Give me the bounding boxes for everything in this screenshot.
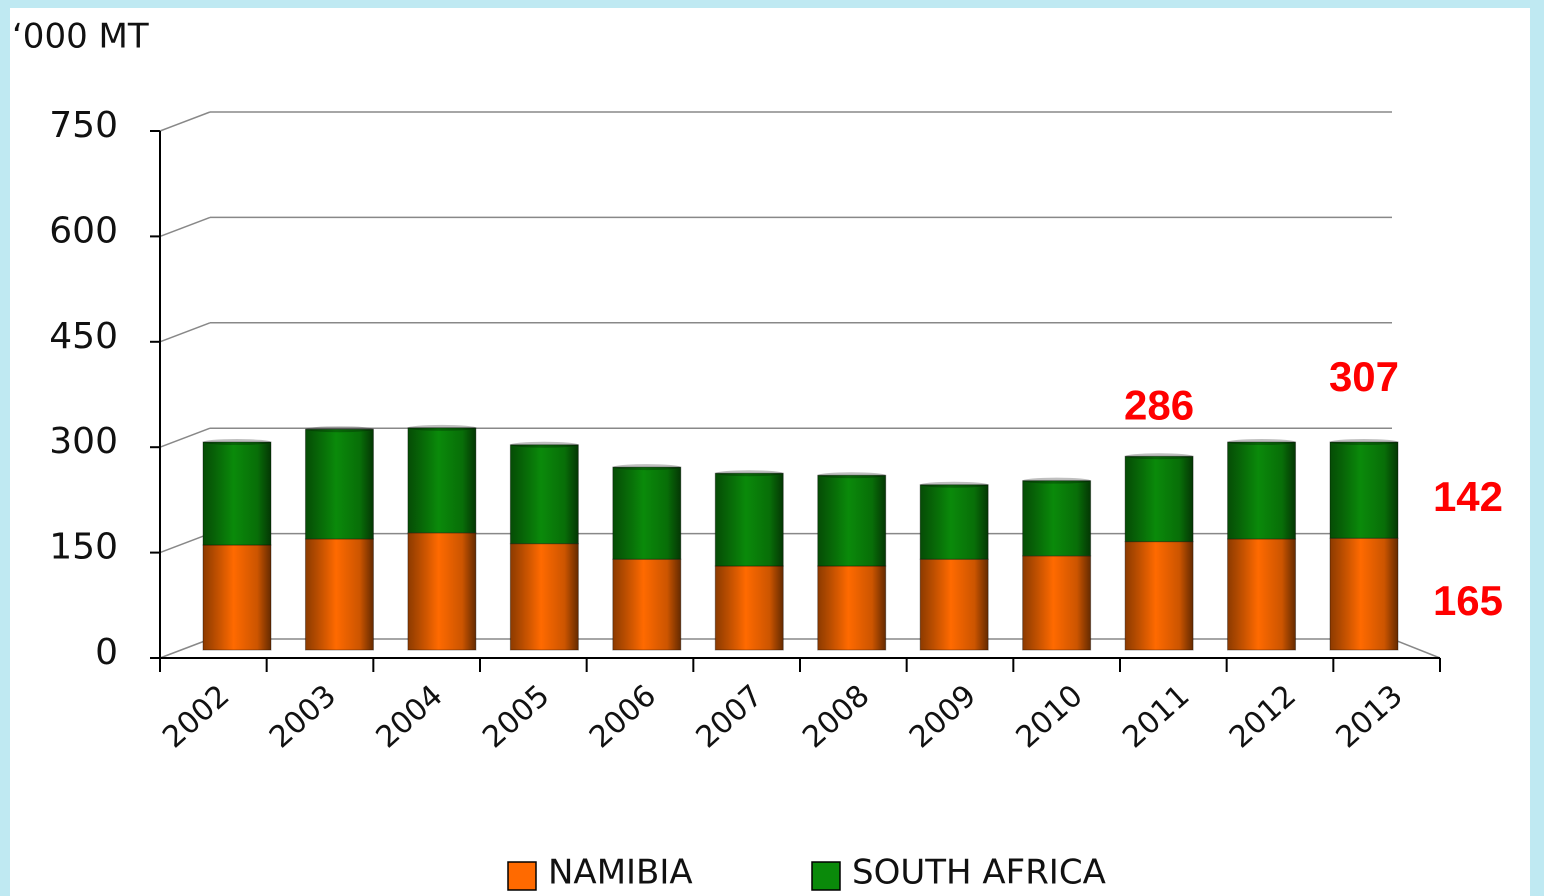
bar-cap bbox=[203, 439, 271, 446]
bar-segment bbox=[304, 538, 374, 651]
y-axis-label: ‘000 MT bbox=[12, 17, 149, 57]
bar-cap bbox=[407, 424, 476, 431]
bar-segment bbox=[1022, 555, 1092, 651]
bar-segment bbox=[1124, 455, 1194, 543]
bar-segment bbox=[509, 444, 579, 545]
bar-segment bbox=[1124, 541, 1194, 651]
bar-segment bbox=[817, 565, 887, 651]
grid-line bbox=[159, 322, 211, 343]
grid-line bbox=[159, 532, 211, 554]
bar-cap bbox=[817, 472, 886, 479]
y-tick-label: 0 bbox=[95, 632, 118, 673]
bar-segment bbox=[202, 544, 272, 651]
legend-label: SOUTH AFRICA bbox=[852, 853, 1106, 893]
data-label: 142 bbox=[1433, 473, 1503, 520]
bar-cap bbox=[1227, 439, 1296, 446]
legend-swatch bbox=[811, 861, 841, 891]
bar-cap bbox=[1022, 477, 1091, 484]
bar-segment bbox=[919, 558, 989, 651]
grid-line bbox=[159, 638, 211, 659]
bar-segment bbox=[1227, 538, 1297, 651]
y-tick-label: 600 bbox=[49, 210, 118, 251]
bar-segment bbox=[509, 543, 579, 651]
grid-line bbox=[159, 216, 211, 238]
bar-segment bbox=[714, 565, 784, 651]
grid-line bbox=[159, 111, 211, 132]
legend-swatch bbox=[507, 861, 537, 891]
bar-segment bbox=[202, 441, 272, 546]
bar-segment bbox=[1022, 480, 1092, 557]
bar-cap bbox=[305, 426, 374, 433]
y-tick-label: 150 bbox=[49, 527, 118, 568]
bar-segment bbox=[714, 472, 784, 567]
bar-segment bbox=[1227, 441, 1297, 540]
bar-segment bbox=[612, 558, 682, 651]
floor-edge bbox=[1391, 638, 1441, 659]
data-label: 165 bbox=[1433, 577, 1503, 624]
bar-segment bbox=[407, 532, 477, 651]
bar-cap bbox=[715, 470, 784, 477]
y-tick-label: 750 bbox=[49, 105, 118, 146]
bar-segment bbox=[1329, 537, 1399, 651]
bar-segment bbox=[817, 474, 887, 567]
legend-label: NAMIBIA bbox=[548, 853, 693, 893]
bar-segment bbox=[919, 484, 989, 560]
bar-cap bbox=[510, 441, 579, 448]
y-tick-label: 300 bbox=[49, 421, 118, 462]
annotation: 307 bbox=[1329, 353, 1399, 400]
annotation: 286 bbox=[1124, 381, 1194, 428]
y-tick-label: 450 bbox=[49, 316, 118, 357]
grid-line bbox=[159, 427, 211, 448]
bar-cap bbox=[920, 481, 989, 488]
bar-segment bbox=[407, 427, 477, 534]
bar-cap bbox=[1330, 439, 1398, 446]
bar-cap bbox=[1125, 453, 1194, 460]
bar-segment bbox=[612, 466, 682, 560]
bar-cap bbox=[612, 464, 681, 471]
bar-segment bbox=[304, 428, 374, 540]
bar-segment bbox=[1329, 441, 1399, 539]
